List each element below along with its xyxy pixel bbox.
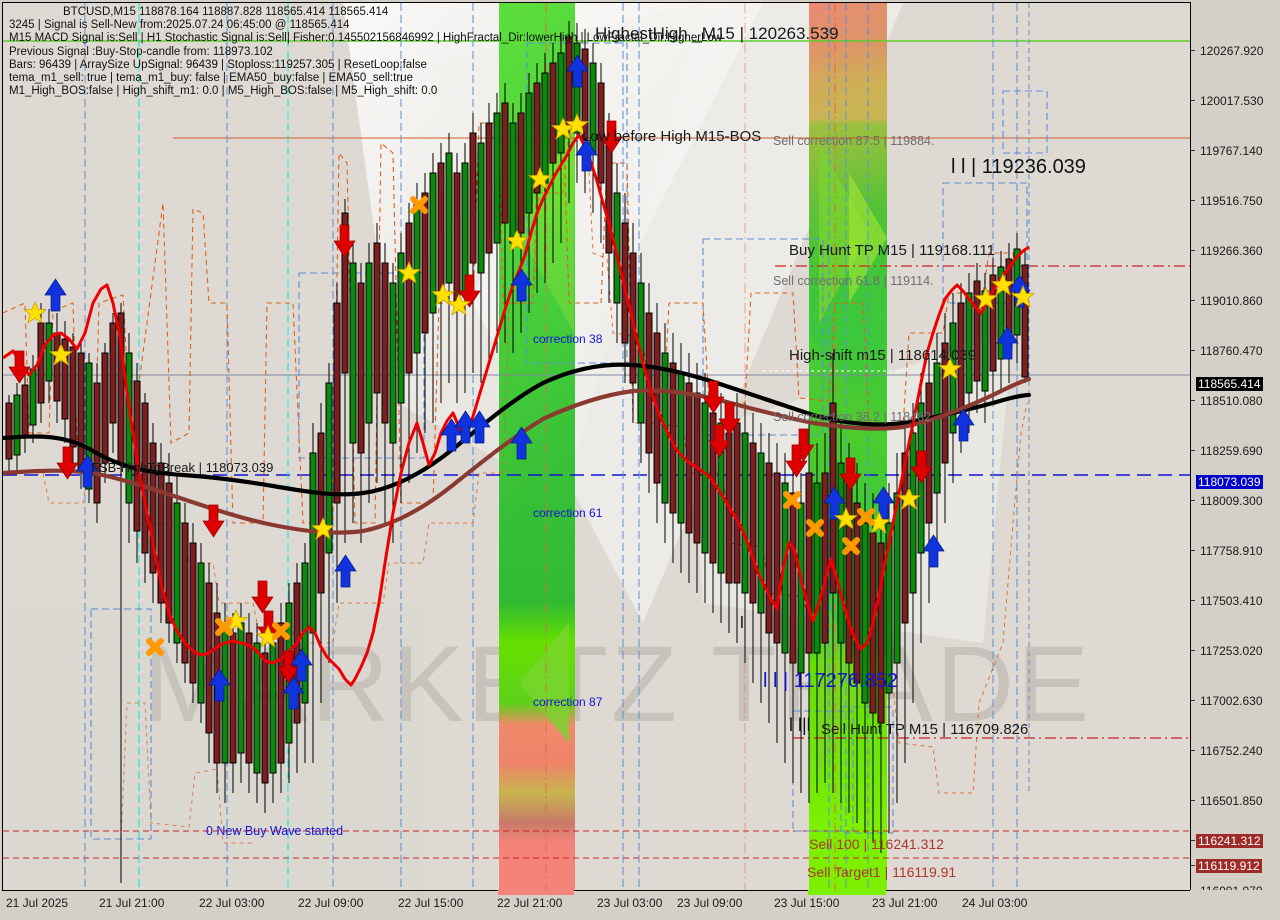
price-tick (1191, 400, 1195, 401)
price-tick (1191, 840, 1195, 841)
price-tick (1191, 600, 1195, 601)
time-axis-line (2, 890, 1190, 891)
time-tick-label: 22 Jul 21:00 (497, 896, 563, 910)
buy-hunt-tp-label: Buy Hunt TP M15 | 119168.111 (789, 242, 995, 259)
price-highlight-blue: 118073.039 (1196, 475, 1263, 489)
time-tick-label: 23 Jul 03:00 (597, 896, 663, 910)
bar-marker-group: l l|l (789, 715, 811, 735)
price-highlight-black: 118565.414 (1196, 377, 1263, 391)
broker-watermark: MARKETZ TRADE (143, 623, 1093, 744)
price-tick-label: 117503.410 (1200, 594, 1263, 608)
time-tick-label: 22 Jul 09:00 (298, 896, 364, 910)
price-tick (1191, 50, 1195, 51)
price-tick-label: 119010.860 (1200, 294, 1263, 308)
sell-correction-875-label: Sell correction 87.5 | 119884. (773, 134, 935, 148)
info-line-5: tema_m1_sell: true | tema_m1_buy: false … (9, 72, 413, 85)
price-tick-label: 117758.910 (1200, 544, 1263, 558)
price-highlight-red: 116119.912 (1196, 859, 1262, 873)
new-buy-wave-label: 0 New Buy Wave started (206, 824, 344, 838)
price-tick (1191, 800, 1195, 801)
price-tick (1191, 750, 1195, 751)
price-tick-label: 119266.360 (1200, 244, 1263, 258)
price-tick (1191, 550, 1195, 551)
low-before-high-label: Low before High M15-BOS (582, 128, 762, 145)
bar-price-119236-label: l l | 119236.039 (951, 156, 1086, 178)
chart-canvas[interactable]: MARKETZ TRADE (2, 2, 1192, 892)
bar-price-117276-label: l l | 117276.852 (763, 670, 898, 692)
time-band-red (498, 890, 574, 895)
correction-87-label: correction 87 (533, 695, 603, 709)
price-tick-label: 120017.530 (1200, 94, 1264, 108)
time-tick-label: 24 Jul 03:00 (962, 896, 1028, 910)
price-tick-label: 118510.080 (1200, 394, 1263, 408)
price-tick-label: 118760.470 (1200, 344, 1263, 358)
time-tick-label: 23 Jul 09:00 (677, 896, 743, 910)
price-tick (1191, 865, 1195, 866)
price-tick (1191, 450, 1195, 451)
time-axis[interactable]: 21 Jul 2025 21 Jul 21:00 22 Jul 03:00 22 Ju… (2, 890, 1278, 918)
time-tick-label: 22 Jul 03:00 (199, 896, 265, 910)
price-tick-label: 116752.240 (1200, 744, 1263, 758)
price-tick-label: 120267.920 (1200, 44, 1264, 58)
time-tick-label: 23 Jul 21:00 (872, 896, 938, 910)
price-tick (1191, 100, 1195, 101)
price-tick-label: 119516.750 (1200, 194, 1263, 208)
price-tick (1191, 500, 1195, 501)
high-shift-m15-label: High-shift m15 | 118614.039 (789, 347, 977, 364)
time-tick-label: 21 Jul 21:00 (99, 896, 165, 910)
price-tick (1191, 250, 1195, 251)
bar-marker-single: l (740, 613, 744, 632)
sell-100-label: Sell 100 | 116241.312 (809, 836, 944, 852)
price-tick-label: 116501.850 (1200, 794, 1263, 808)
time-tick-label: 22 Jul 15:00 (398, 896, 464, 910)
time-tick-label: 21 Jul 2025 (6, 896, 69, 910)
info-line-0: BTCUSD,M15 118878.164 118887.828 118565.… (63, 6, 389, 18)
fsb-high-to-break-label: FSB-HighToBreak | 118073.039 (91, 460, 274, 475)
correction-61-label: correction 61 (533, 506, 603, 520)
sell-target1-label: Sell Target1 | 116119.91 (807, 864, 957, 880)
info-line-6: M1_High_BOS:false | High_shift_m1: 0.0 |… (9, 85, 438, 98)
price-tick (1191, 650, 1195, 651)
price-tick (1191, 700, 1195, 701)
price-series-plot (3, 3, 1191, 891)
price-tick (1191, 200, 1195, 201)
price-tick-label: 119767.140 (1200, 144, 1263, 158)
sell-correction-618-label: Sell correction 61.8 | 119114. (773, 274, 934, 288)
price-highlight-red: 116241.312 (1196, 834, 1263, 848)
info-line-3: Previous Signal :Buy-Stop-candle from: 1… (9, 45, 273, 58)
window-right-edge (1278, 0, 1280, 920)
price-tick (1191, 350, 1195, 351)
chart-info-panel: BTCUSD,M15 118878.164 118887.828 118565.… (9, 6, 722, 98)
price-tick-label: 118259.690 (1200, 444, 1263, 458)
time-tick-label: 23 Jul 15:00 (774, 896, 840, 910)
price-tick-label: 118009.300 (1200, 494, 1263, 508)
info-line-4: Bars: 96439 | ArraySize UpSignal: 96439 … (9, 58, 427, 71)
price-tick (1191, 300, 1195, 301)
price-tick-label: 117253.020 (1200, 644, 1263, 658)
time-band-green (808, 890, 886, 895)
sell-correction-382-label: Sell correction 38.2 | 118482. (773, 410, 935, 424)
price-tick (1191, 150, 1195, 151)
price-axis[interactable]: 120267.920 120017.530 119767.140 119516.750… (1190, 2, 1279, 898)
info-line-2: M15 MACD Signal is:Sell | H1 Stochastic … (9, 32, 723, 45)
sell-hunt-tp-label: Sell Hunt TP M15 | 116709.826 (821, 721, 1029, 738)
price-tick-label: 117002.630 (1200, 694, 1263, 708)
correction-38-label: correction 38 (533, 332, 603, 346)
info-line-1: 3245 | Signal is Sell-New from:2025.07.2… (9, 19, 350, 32)
